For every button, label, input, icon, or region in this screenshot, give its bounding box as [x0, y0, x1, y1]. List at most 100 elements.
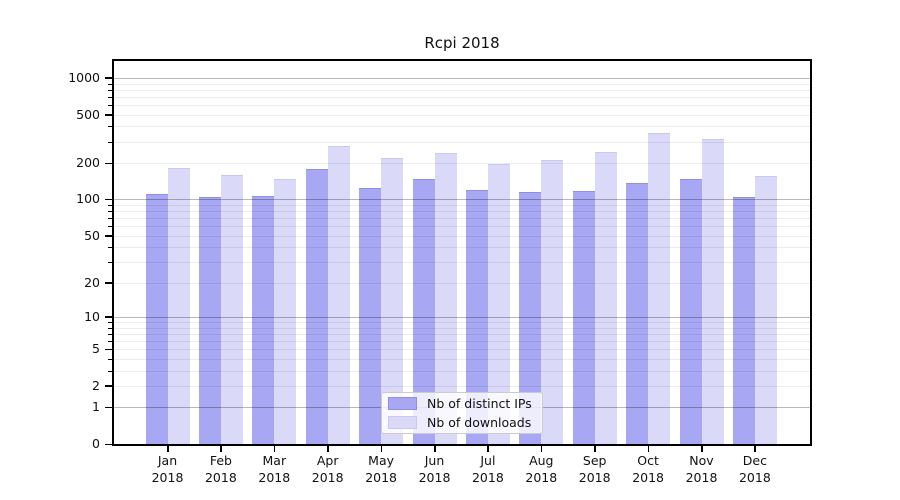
y-axis-minor-tick: [108, 282, 112, 284]
gridline-minor: [114, 282, 810, 284]
gridline-minor: [114, 126, 810, 128]
y-axis-minor-tick: [108, 104, 112, 106]
y-tick-label: 50: [84, 227, 100, 243]
bar-downloads: [220, 175, 243, 444]
y-axis-minor-tick: [108, 83, 112, 85]
bar-downloads: [381, 157, 404, 444]
y-tick-label: 20: [84, 274, 100, 290]
gridline-minor: [114, 83, 810, 85]
gridline-minor: [114, 370, 810, 372]
plot-area: Nb of distinct IPs Nb of downloads: [112, 59, 812, 446]
gridline-major: [114, 199, 810, 201]
gridline-minor: [114, 114, 810, 116]
legend-swatch-downloads: [388, 416, 417, 429]
gridline-minor: [114, 327, 810, 329]
x-tick-label: Jun 2018: [418, 453, 451, 485]
gridline-minor: [114, 358, 810, 360]
y-tick-label: 100: [76, 191, 100, 207]
gridline-minor: [114, 211, 810, 213]
bar-distinct-ips: [572, 190, 595, 444]
x-tick-label: Dec 2018: [738, 453, 771, 485]
x-tick-label: Jul 2018: [471, 453, 504, 485]
y-axis-minor-tick: [108, 358, 112, 360]
y-tick-label: 1: [92, 399, 100, 415]
gridline-major: [114, 77, 810, 79]
y-tick-label: 5: [92, 341, 100, 357]
y-tick-label: 500: [76, 106, 100, 122]
bar-distinct-ips: [732, 196, 755, 444]
gridline-minor: [114, 247, 810, 249]
y-tick-label: 200: [76, 155, 100, 170]
x-tick-label: Apr 2018: [311, 453, 344, 485]
gridline-minor: [114, 226, 810, 228]
y-axis-minor-tick: [108, 211, 112, 213]
y-axis-minor-tick: [108, 349, 112, 351]
x-axis-tick: [754, 446, 756, 452]
bar-distinct-ips: [359, 187, 382, 444]
y-axis-tick: [105, 77, 112, 79]
y-axis-minor-tick: [108, 340, 112, 342]
gridline-minor: [114, 204, 810, 206]
y-axis-tick: [105, 406, 112, 409]
x-axis-tick: [487, 446, 489, 452]
y-axis-minor-tick: [108, 262, 112, 264]
y-axis-minor-tick: [108, 204, 112, 206]
y-axis-minor-tick: [108, 370, 112, 372]
y-axis-tick: [105, 198, 112, 201]
y-axis-minor-tick: [108, 322, 112, 323]
x-axis-tick: [220, 446, 222, 452]
x-tick-label: Oct 2018: [632, 453, 664, 485]
chart-title: Rcpi 2018: [424, 34, 500, 52]
gridline-minor: [114, 349, 810, 351]
y-tick-label: 1000: [68, 69, 100, 85]
bar-downloads: [434, 153, 457, 444]
gridline-minor: [114, 262, 810, 264]
y-axis-minor-tick: [108, 114, 112, 116]
bar-downloads: [487, 164, 510, 444]
legend-item-downloads: Nb of downloads: [388, 415, 536, 431]
x-tick-label: Sep 2018: [578, 453, 611, 485]
legend-label-downloads: Nb of downloads: [427, 414, 532, 430]
y-tick-label: 10: [84, 308, 100, 324]
bar-distinct-ips: [626, 183, 649, 444]
bar-downloads: [754, 175, 777, 444]
bar-downloads: [594, 151, 617, 444]
gridline-minor: [114, 89, 810, 91]
y-axis-minor-tick: [108, 89, 112, 91]
y-axis-minor-tick: [108, 126, 112, 128]
x-tick-label: Mar 2018: [258, 453, 291, 485]
bar-distinct-ips: [465, 189, 488, 444]
y-axis-minor-tick: [108, 141, 112, 143]
x-axis-tick: [647, 446, 650, 452]
gridline-minor: [114, 322, 810, 323]
y-axis-minor-tick: [108, 96, 112, 98]
bar-distinct-ips: [679, 178, 702, 444]
gridline-minor: [114, 333, 810, 335]
bar-downloads: [648, 133, 671, 444]
x-axis-tick: [540, 446, 543, 452]
y-axis-minor-tick: [108, 247, 112, 249]
x-axis-tick: [327, 446, 329, 452]
y-tick-label: 0: [92, 436, 100, 451]
bar-downloads: [274, 178, 297, 444]
y-axis-minor-tick: [108, 327, 112, 329]
gridline-minor: [114, 96, 810, 98]
x-axis-tick: [273, 446, 276, 452]
y-axis-minor-tick: [108, 218, 112, 220]
legend-swatch-distinct-ips: [388, 397, 417, 410]
y-tick-label: 2: [92, 377, 100, 393]
y-axis-minor-tick: [108, 163, 112, 164]
bar-downloads: [327, 146, 350, 444]
bar-distinct-ips: [519, 192, 542, 444]
gridline-minor: [114, 218, 810, 220]
x-axis-tick: [594, 446, 596, 452]
legend-item-distinct-ips: Nb of distinct IPs: [388, 396, 536, 412]
gridline-minor: [114, 104, 810, 106]
gridline-minor: [114, 235, 810, 237]
gridline-minor: [114, 163, 810, 164]
x-tick-label: Aug 2018: [525, 453, 558, 485]
gridline-major: [114, 316, 810, 318]
bar-downloads: [167, 167, 190, 444]
legend-label-distinct-ips: Nb of distinct IPs: [427, 395, 532, 411]
